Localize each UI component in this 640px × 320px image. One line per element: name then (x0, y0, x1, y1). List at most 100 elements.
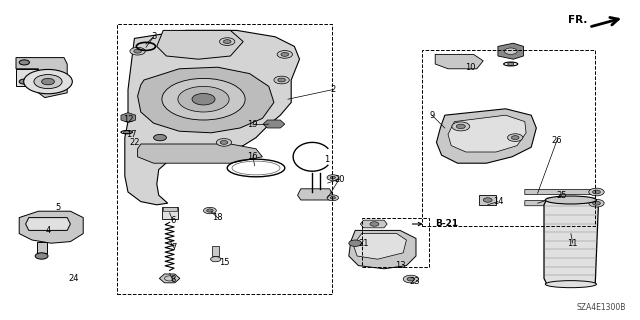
Polygon shape (525, 189, 602, 195)
Polygon shape (138, 67, 274, 133)
Text: 16: 16 (248, 152, 258, 161)
Text: 2: 2 (330, 85, 335, 94)
Text: 25: 25 (557, 191, 567, 200)
Text: 9: 9 (429, 111, 435, 120)
Circle shape (330, 176, 335, 179)
Circle shape (35, 253, 48, 259)
Text: 11: 11 (568, 239, 578, 248)
Circle shape (134, 49, 141, 53)
Ellipse shape (545, 281, 596, 288)
Circle shape (589, 188, 604, 196)
Ellipse shape (545, 196, 596, 204)
Text: 10: 10 (465, 63, 476, 72)
Circle shape (281, 52, 289, 56)
Text: 3: 3 (151, 32, 156, 41)
Polygon shape (138, 144, 262, 163)
Circle shape (223, 40, 231, 44)
Circle shape (483, 198, 492, 202)
Polygon shape (349, 230, 416, 269)
Circle shape (162, 78, 245, 120)
Circle shape (42, 78, 54, 85)
Circle shape (593, 190, 600, 194)
Text: B-21: B-21 (435, 220, 458, 228)
Polygon shape (163, 207, 177, 211)
Circle shape (508, 134, 523, 141)
Polygon shape (125, 30, 300, 205)
Circle shape (327, 175, 339, 180)
Circle shape (204, 207, 216, 214)
Polygon shape (360, 220, 387, 228)
Text: 24: 24 (68, 274, 79, 283)
Text: 4: 4 (45, 226, 51, 235)
Circle shape (130, 47, 145, 55)
Text: 1: 1 (324, 156, 329, 164)
Circle shape (407, 277, 415, 281)
Circle shape (504, 48, 517, 54)
Circle shape (327, 195, 339, 201)
Circle shape (278, 78, 285, 82)
Circle shape (508, 62, 514, 66)
Polygon shape (544, 198, 598, 285)
Circle shape (124, 131, 130, 134)
Text: 18: 18 (212, 213, 223, 222)
Polygon shape (159, 274, 180, 283)
Circle shape (34, 75, 62, 89)
Circle shape (24, 69, 72, 94)
Polygon shape (212, 246, 219, 256)
Text: 17: 17 (126, 130, 136, 139)
Circle shape (277, 51, 292, 58)
Circle shape (216, 139, 232, 146)
Text: 22: 22 (129, 138, 140, 147)
Text: 26: 26 (552, 136, 562, 145)
Circle shape (154, 134, 166, 141)
Circle shape (452, 122, 470, 131)
Circle shape (211, 257, 221, 262)
Bar (117, 24, 332, 294)
Circle shape (511, 136, 519, 140)
Polygon shape (157, 30, 243, 59)
Bar (422, 50, 595, 226)
Circle shape (192, 93, 215, 105)
Polygon shape (448, 115, 526, 152)
Text: 5: 5 (55, 204, 60, 212)
Circle shape (370, 222, 379, 226)
Polygon shape (435, 54, 483, 69)
Text: 6: 6 (170, 216, 175, 225)
Polygon shape (436, 109, 536, 163)
Bar (362, 218, 429, 267)
Circle shape (349, 240, 362, 246)
Polygon shape (37, 242, 47, 253)
Text: SZA4E1300B: SZA4E1300B (577, 303, 626, 312)
Polygon shape (353, 234, 406, 259)
Polygon shape (26, 218, 70, 230)
Circle shape (330, 196, 335, 199)
Polygon shape (263, 120, 285, 128)
Text: 13: 13 (395, 261, 405, 270)
Text: FR.: FR. (568, 15, 588, 25)
Circle shape (220, 140, 228, 144)
Polygon shape (479, 195, 496, 205)
Text: 7: 7 (172, 244, 177, 252)
Circle shape (593, 201, 600, 205)
Circle shape (207, 209, 213, 212)
Polygon shape (16, 58, 67, 98)
Text: 19: 19 (248, 120, 258, 129)
Circle shape (19, 79, 29, 84)
Circle shape (274, 76, 289, 84)
Polygon shape (525, 201, 602, 206)
Polygon shape (121, 113, 136, 123)
Text: 15: 15 (219, 258, 229, 267)
Polygon shape (298, 189, 333, 200)
Polygon shape (162, 207, 178, 219)
Circle shape (19, 60, 29, 65)
Text: 21: 21 (358, 239, 369, 248)
Circle shape (178, 86, 229, 112)
Text: 23: 23 (410, 277, 420, 286)
Circle shape (220, 38, 235, 45)
Text: 20: 20 (334, 175, 344, 184)
Circle shape (456, 124, 465, 129)
Text: 8: 8 (170, 276, 175, 284)
Circle shape (403, 275, 419, 283)
Polygon shape (16, 69, 38, 86)
Text: 14: 14 (493, 197, 503, 206)
